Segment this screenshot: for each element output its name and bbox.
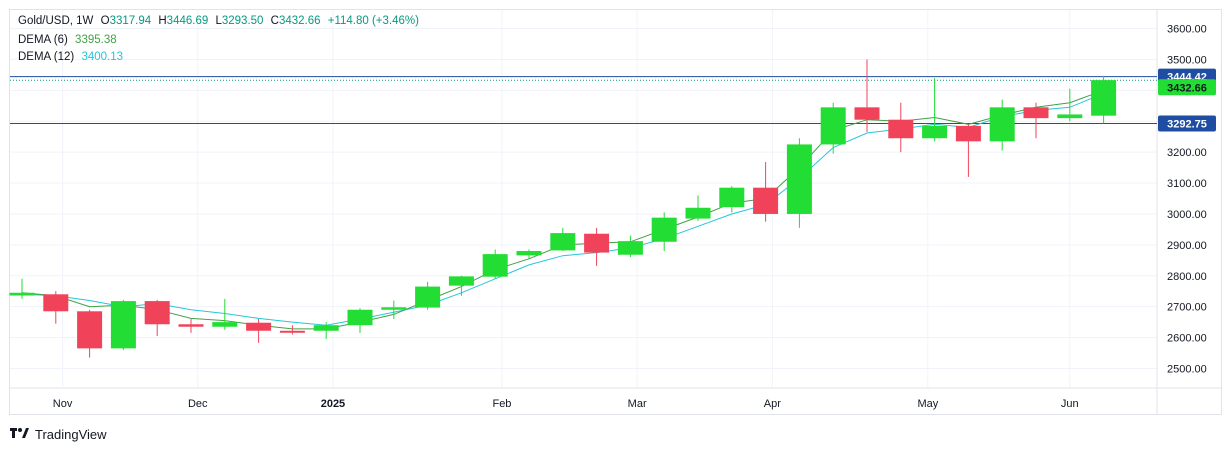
candle-up[interactable] [110, 301, 136, 349]
y-tick-label: 3000.00 [1167, 209, 1207, 221]
candle-down[interactable] [279, 330, 305, 333]
y-tick-label: 2700.00 [1167, 302, 1207, 314]
candle-up[interactable] [482, 254, 508, 277]
tradingview-logo-icon [10, 427, 30, 442]
x-tick-label: Apr [764, 398, 781, 410]
price-line-label-bg [1158, 79, 1216, 96]
close-value: 3432.66 [278, 15, 321, 27]
candle-down[interactable] [246, 322, 272, 331]
candle-up[interactable] [922, 125, 948, 139]
candle-up[interactable] [1057, 114, 1083, 119]
candle-down[interactable] [43, 294, 69, 312]
x-tick-label: May [917, 398, 938, 410]
price-line-label: 3292.75 [1167, 118, 1207, 130]
x-tick-label: Mar [628, 398, 647, 410]
y-tick-label: 2900.00 [1167, 240, 1207, 252]
candle-down[interactable] [584, 233, 610, 253]
tradingview-brand[interactable]: TradingView [10, 427, 107, 442]
x-tick-label: Nov [53, 398, 73, 410]
open-label: O [100, 15, 110, 27]
chart-frame[interactable] [9, 9, 1222, 415]
candle-up[interactable] [719, 187, 745, 208]
dema12-label: DEMA (12) [18, 51, 75, 63]
candle-down[interactable] [888, 119, 914, 139]
candle-up[interactable] [516, 251, 542, 256]
x-tick-label: Dec [188, 398, 208, 410]
candle-up[interactable] [685, 207, 711, 219]
dema6-label: DEMA (6) [18, 34, 68, 46]
price-line-label-bg [1158, 115, 1216, 132]
candle-up[interactable] [550, 233, 576, 251]
high-value: 3446.69 [166, 15, 209, 27]
candle-down[interactable] [955, 125, 981, 142]
candle-up[interactable] [347, 309, 373, 326]
tradingview-label: TradingView [35, 427, 107, 442]
y-tick-label: 2800.00 [1167, 271, 1207, 283]
candle-up[interactable] [651, 217, 677, 242]
candle-up[interactable] [381, 307, 407, 310]
x-tick-label: Feb [492, 398, 511, 410]
y-tick-label: 3500.00 [1167, 54, 1207, 66]
ohlc-legend: Gold/USD, 1W O3317.94 H3446.69 L3293.50 … [18, 15, 423, 27]
x-tick-label: Jun [1061, 398, 1079, 410]
dema6-legend[interactable]: DEMA (6) 3395.38 [18, 34, 121, 46]
low-label: L [215, 15, 222, 27]
candle-up[interactable] [212, 322, 238, 327]
symbol-label: Gold/USD, 1W [18, 15, 94, 27]
candle-up[interactable] [786, 144, 812, 214]
x-tick-label: 2025 [321, 398, 345, 410]
candle-down[interactable] [178, 324, 204, 327]
y-tick-label: 3200.00 [1167, 147, 1207, 159]
candle-down[interactable] [77, 311, 103, 349]
dema6-value: 3395.38 [75, 34, 117, 46]
candle-up[interactable] [1091, 80, 1117, 116]
candle-down[interactable] [144, 301, 170, 325]
change-value: +114.80 (+3.46%) [327, 15, 419, 27]
candle-down[interactable] [854, 107, 880, 120]
close-label: C [270, 15, 279, 27]
y-tick-label: 2500.00 [1167, 363, 1207, 375]
candle-down[interactable] [1023, 107, 1049, 119]
dema12-value: 3400.13 [81, 51, 124, 63]
candle-up[interactable] [617, 241, 643, 255]
y-tick-label: 3100.00 [1167, 178, 1207, 190]
low-value: 3293.50 [221, 15, 264, 27]
candle-up[interactable] [9, 292, 35, 296]
y-tick-label: 2600.00 [1167, 333, 1207, 345]
dema12-legend[interactable]: DEMA (12) 3400.13 [18, 51, 127, 63]
open-value: 3317.94 [109, 15, 152, 27]
candle-up[interactable] [820, 107, 846, 145]
candle-up[interactable] [989, 107, 1015, 142]
dema12-line[interactable] [21, 92, 1104, 326]
y-tick-label: 3600.00 [1167, 24, 1207, 36]
candle-up[interactable] [415, 286, 441, 308]
candle-up[interactable] [448, 276, 474, 286]
candle-down[interactable] [753, 187, 779, 214]
high-label: H [158, 15, 167, 27]
price-line-label: 3432.66 [1167, 82, 1207, 94]
candle-up[interactable] [313, 325, 339, 331]
